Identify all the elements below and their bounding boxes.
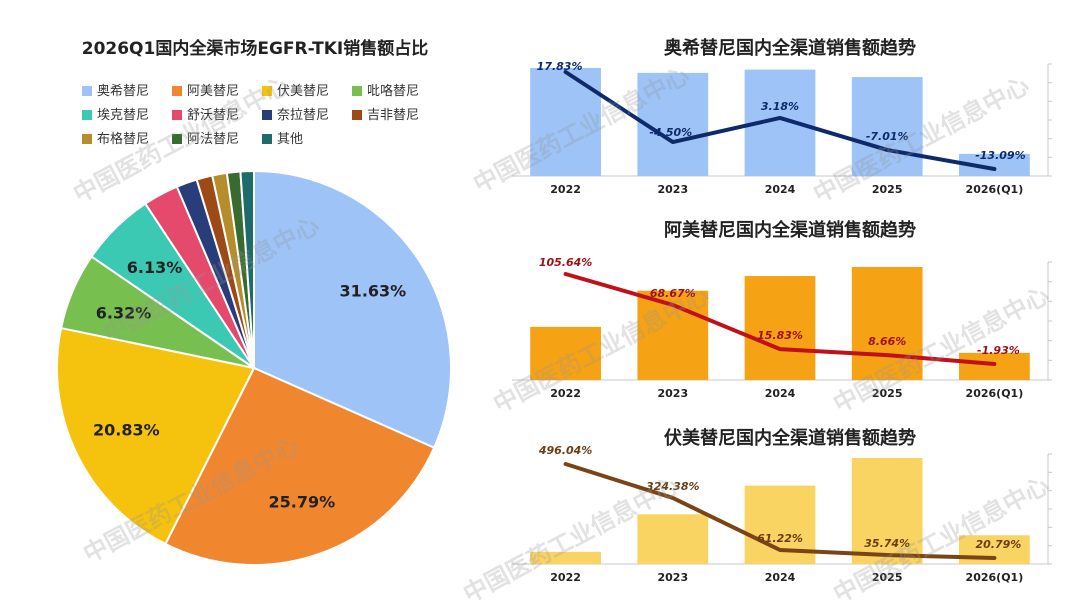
legend-swatch	[172, 109, 182, 120]
growth-label: 20.79%	[975, 538, 1021, 551]
legend-item: 阿法替尼	[172, 128, 262, 152]
pie-chart-title: 2026Q1国内全渠市场EGFR-TKI销售额占比	[81, 39, 429, 59]
x-tick-label: 2022	[550, 387, 581, 400]
legend-item: 布格替尼	[82, 128, 172, 152]
legend-swatch	[82, 133, 92, 144]
legend-label: 奥希替尼	[97, 84, 150, 99]
legend-label: 阿美替尼	[187, 84, 240, 99]
furmonertinib-trend-chart: 2022 2023 2024 2025 2026(Q1) 496.04% 324.38% 61…	[512, 444, 1052, 584]
x-tick-label: 2022	[550, 571, 581, 584]
x-tick-label: 2025	[872, 571, 903, 584]
legend-item: 奥希替尼	[82, 80, 172, 104]
x-tick-label: 2024	[765, 387, 796, 400]
legend-swatch	[352, 109, 362, 120]
pie-slice	[164, 366, 436, 566]
pie-slice	[253, 169, 452, 450]
legend-label: 奈拉替尼	[277, 108, 330, 123]
growth-label: 68.67%	[650, 287, 696, 300]
x-tick-label: 2023	[657, 183, 688, 196]
aumolertinib-trend-panel: 2022 2023 2024 2025 2026(Q1) 105.64% 68.67% 15.…	[500, 216, 1080, 406]
growth-line	[563, 70, 997, 171]
x-tick-label: 2023	[657, 571, 688, 584]
legend-label: 舒沃替尼	[187, 108, 240, 123]
legend-swatch	[262, 85, 272, 96]
growth-label: 8.66%	[868, 335, 906, 348]
growth-line	[563, 272, 997, 366]
legend-item: 埃克替尼	[82, 104, 172, 128]
growth-label: -1.93%	[977, 344, 1020, 357]
legend-label: 其他	[277, 132, 304, 147]
pie-slice	[239, 169, 255, 369]
legend-label: 伏美替尼	[277, 84, 330, 99]
pie-slice-label: 31.63%	[340, 282, 407, 301]
legend-label: 埃克替尼	[97, 108, 150, 123]
bar	[530, 326, 601, 380]
growth-label: 61.22%	[757, 532, 803, 545]
legend-item: 伏美替尼	[262, 80, 352, 104]
aumolertinib-trend-title: 阿美替尼国内全渠道销售额趋势	[664, 220, 916, 241]
pie-slice-label: 6.32%	[96, 303, 152, 322]
x-tick-label: 2026(Q1)	[966, 571, 1024, 584]
x-tick-label: 2025	[872, 387, 903, 400]
legend-swatch	[262, 109, 272, 120]
x-tick-label: 2026(Q1)	[966, 183, 1024, 196]
legend-item: 奈拉替尼	[262, 104, 352, 128]
x-tick-label: 2025	[872, 183, 903, 196]
legend-label: 布格替尼	[97, 132, 150, 147]
legend-swatch	[172, 85, 182, 96]
osimertinib-trend-panel: 2022 2023 2024 2025 2026(Q1) 17.83% -4.50% 3.18…	[500, 34, 1080, 214]
bar	[851, 267, 923, 380]
legend-swatch	[262, 133, 272, 144]
growth-label: 496.04%	[538, 444, 592, 457]
growth-label: -13.09%	[975, 149, 1025, 162]
pie-slice	[56, 326, 256, 546]
furmonertinib-trend-panel: 2022 2023 2024 2025 2026(Q1) 496.04% 324.38% 61…	[500, 424, 1080, 604]
growth-label: 105.64%	[539, 256, 592, 269]
legend-item: 吡咯替尼	[352, 80, 442, 104]
x-tick-label: 2026(Q1)	[966, 387, 1024, 400]
x-tick-label: 2024	[765, 183, 796, 196]
pie-legend: 奥希替尼 阿美替尼 伏美替尼 吡咯替尼埃克替尼 舒沃替尼 奈拉替尼 吉非替尼布格替尼 阿法替尼…	[82, 80, 462, 152]
legend-swatch	[172, 133, 182, 144]
x-tick-label: 2023	[657, 387, 688, 400]
pie-slice-label: 25.79%	[269, 493, 336, 512]
x-tick-label: 2022	[550, 183, 581, 196]
legend-item: 舒沃替尼	[172, 104, 262, 128]
bar	[637, 514, 709, 564]
aumolertinib-trend-chart: 2022 2023 2024 2025 2026(Q1) 105.64% 68.67% 15.…	[512, 256, 1052, 400]
bar	[851, 458, 923, 564]
growth-label: -7.01%	[866, 130, 909, 143]
legend-label: 阿法替尼	[187, 132, 240, 147]
bar	[851, 77, 923, 176]
legend-label: 吡咯替尼	[367, 84, 420, 99]
pie-slice-label: 6.13%	[127, 258, 183, 277]
pie-chart: 31.63% 25.79% 20.83% 6.32% 6.13%	[56, 169, 452, 566]
growth-label: 15.83%	[757, 329, 803, 342]
bar	[530, 68, 601, 176]
legend-swatch	[82, 85, 92, 96]
growth-label: 35.74%	[864, 537, 910, 550]
growth-label: -4.50%	[649, 126, 692, 139]
legend-label: 吉非替尼	[367, 108, 420, 123]
growth-line	[563, 462, 997, 560]
growth-label: 324.38%	[646, 480, 699, 493]
legend-swatch	[82, 109, 92, 120]
x-tick-label: 2024	[765, 571, 796, 584]
osimertinib-trend-chart: 2022 2023 2024 2025 2026(Q1) 17.83% -4.50% 3.18…	[512, 60, 1052, 196]
furmonertinib-trend-title: 伏美替尼国内全渠道销售额趋势	[664, 428, 916, 449]
legend-swatch	[352, 85, 362, 96]
growth-label: 3.18%	[761, 100, 799, 113]
pie-chart-panel: 31.63% 25.79% 20.83% 6.32% 6.13% 2026Q1国内全渠市…	[0, 0, 510, 608]
legend-item: 吉非替尼	[352, 104, 442, 128]
legend-item: 阿美替尼	[172, 80, 262, 104]
bar	[744, 276, 816, 380]
growth-label: 17.83%	[537, 60, 583, 73]
bar	[959, 352, 1030, 380]
bar	[959, 153, 1030, 176]
osimertinib-trend-title: 奥希替尼国内全渠道销售额趋势	[664, 38, 916, 59]
pie-slice-label: 20.83%	[93, 421, 160, 440]
bar	[530, 551, 601, 564]
legend-item: 其他	[262, 128, 352, 152]
